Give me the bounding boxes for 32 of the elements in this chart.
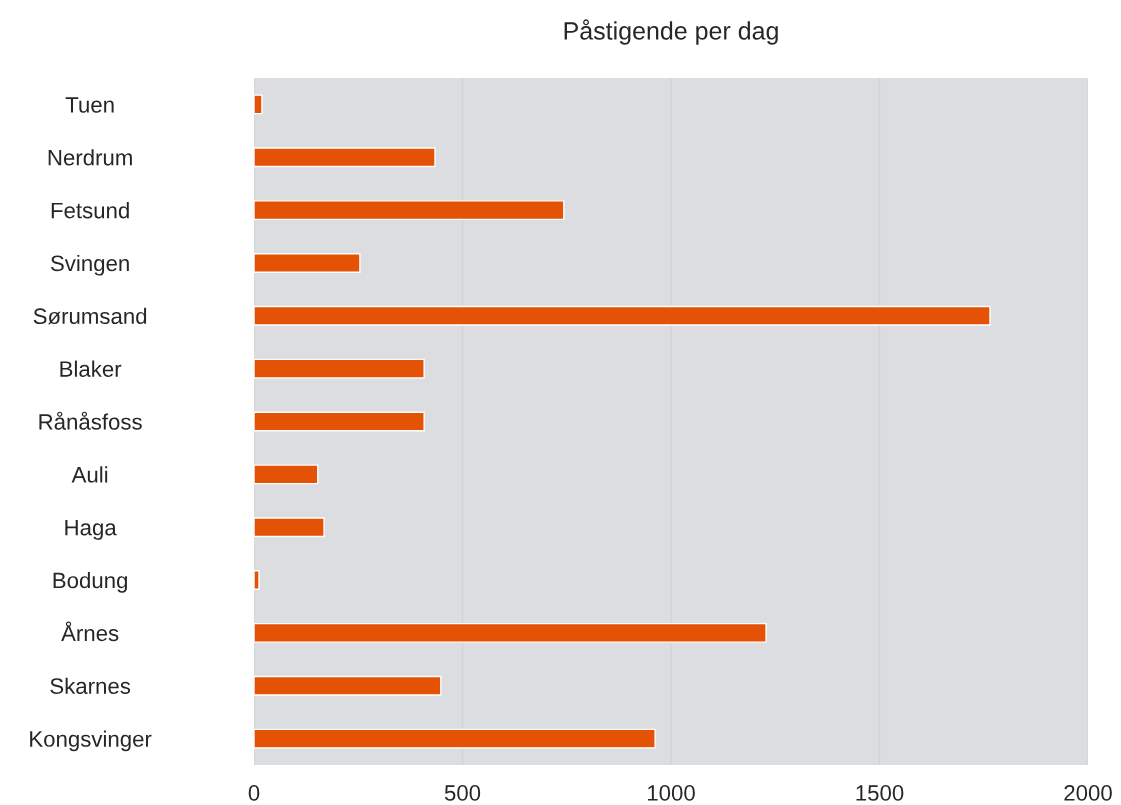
y-tick-label: Årnes [61,621,119,642]
y-tick-label: Nerdrum [48,149,132,166]
bar [254,517,325,538]
bar [254,358,425,379]
y-tick-label: Tuen [65,97,114,113]
chart-title: Påstigende per dag [564,19,778,45]
bar [254,728,656,749]
bar [254,570,260,590]
bar [254,253,361,273]
x-tick-label: 1000 [647,785,695,801]
y-tick-label: Rånåsfoss [39,411,142,430]
y-tick-label: Haga [65,519,117,540]
bar [254,464,319,485]
bar [254,675,442,696]
bar [254,200,565,221]
bar [254,147,436,168]
y-tick-label: Skarnes [50,677,131,694]
y-tick-label: Sørumsand [33,307,147,325]
y-tick-label: Svingen [50,254,129,276]
x-tick-label: 1500 [856,785,904,801]
bar [254,305,991,326]
bar [254,411,425,432]
bar [254,94,263,115]
y-tick-label: Blaker [60,360,122,377]
y-tick-label: Kongsvinger [30,730,152,752]
y-tick-label: Auli [71,466,108,483]
y-tick-label: Fetsund [51,202,129,219]
x-tick-label: 2000 [1064,785,1112,801]
y-tick-label: Bodung [53,571,127,593]
x-tick-label: 500 [444,785,481,801]
bar [254,622,767,643]
x-tick-label: 0 [248,785,260,801]
